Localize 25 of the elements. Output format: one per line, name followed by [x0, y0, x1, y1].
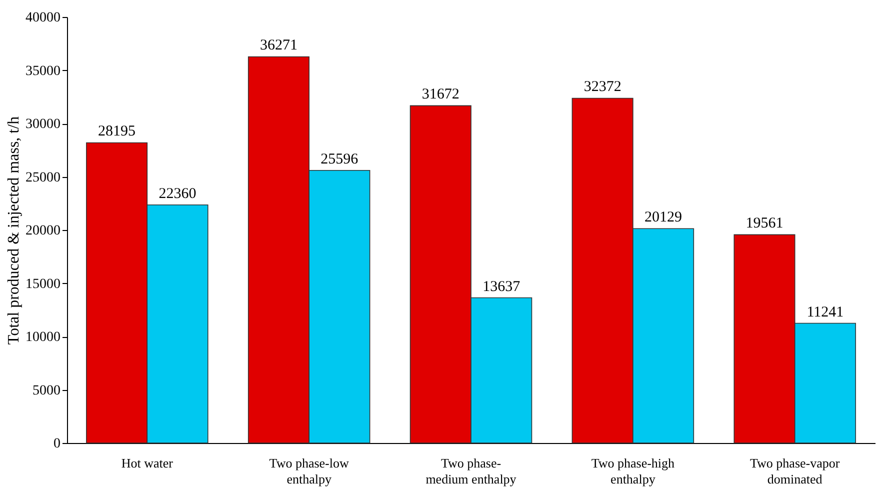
data-label: 22360 [158, 186, 196, 202]
x-tick-label: Two phase-low enthalpy [269, 456, 350, 486]
y-tick-label: 40000 [26, 10, 60, 26]
data-label: 20129 [644, 210, 682, 226]
data-label: 32372 [584, 79, 622, 96]
y-tick-label: 25000 [26, 170, 60, 186]
y-tick-label: 35000 [26, 64, 60, 79]
data-label: 36271 [260, 38, 298, 54]
y-tick-label: 15000 [26, 276, 60, 292]
x-tick-label: Two phase-vapor dominated [750, 456, 840, 486]
x-tick-label: Two phase-medium enthalpy [426, 456, 517, 486]
y-tick-label: 30000 [26, 117, 60, 132]
y-tick-label: 5000 [32, 383, 60, 398]
data-label: 25596 [320, 151, 359, 168]
y-tick-label: 20000 [26, 224, 60, 238]
x-tick-label: Hot water [121, 456, 174, 470]
data-label: 28195 [98, 124, 136, 140]
x-tick-label: Two phase-high enthalpy [591, 456, 676, 486]
data-label: 13637 [482, 278, 521, 295]
y-tick-label: 10000 [26, 330, 60, 345]
y-tick-label: 0 [54, 436, 60, 452]
y-axis-title: Total produced & injected mass, t/h [6, 116, 22, 345]
data-label: 31672 [422, 86, 460, 103]
data-label: 19561 [746, 216, 784, 232]
data-label: 11241 [806, 304, 844, 320]
